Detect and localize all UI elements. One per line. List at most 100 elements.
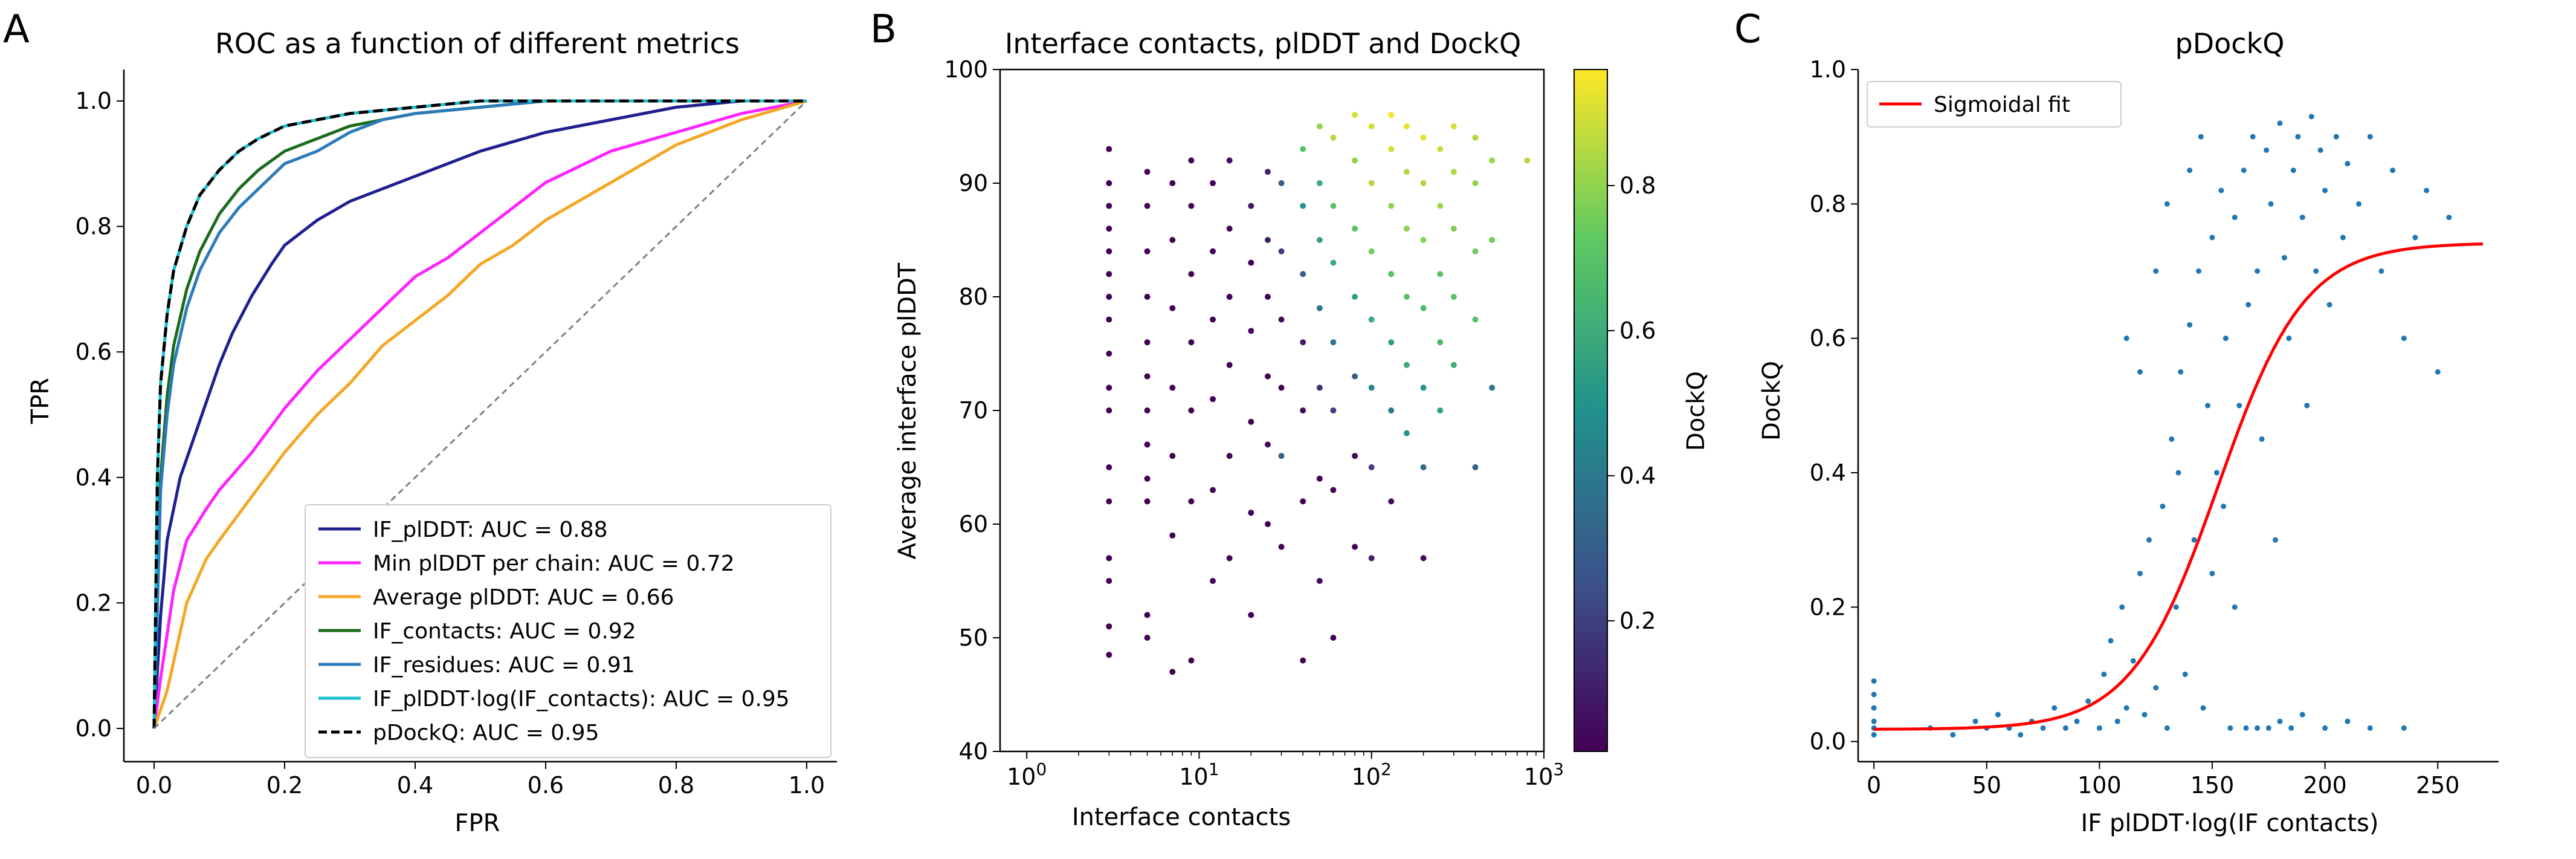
scatter-point	[1169, 305, 1176, 311]
x-tick-exponent: 0	[1036, 759, 1047, 779]
scatter-point	[2281, 254, 2287, 261]
scatter-point	[2096, 725, 2102, 731]
chart-title: Interface contacts, plDDT and DockQ	[1005, 27, 1521, 60]
scatter-point	[1450, 123, 1457, 129]
legend: IF_plDDT: AUC = 0.88 Min plDDT per chain:…	[305, 504, 831, 758]
y-tick-label: 0.0	[76, 715, 112, 742]
scatter-point	[2213, 470, 2219, 476]
scatter-point	[2322, 187, 2328, 193]
scatter-point	[2160, 504, 2166, 510]
y-axis-label: DockQ	[1758, 361, 1786, 441]
scatter-point	[2345, 718, 2351, 724]
scatter-point	[2255, 725, 2261, 731]
scatter-point	[1106, 498, 1112, 505]
scatter-point	[1144, 248, 1151, 254]
scatter-point	[1871, 718, 1877, 724]
x-tick-label: 101	[1179, 759, 1219, 790]
scatter-point	[1524, 157, 1531, 164]
scatter-point	[2340, 235, 2346, 241]
scatter-point	[2146, 537, 2152, 543]
colorbar-tick-label: 0.4	[1619, 462, 1656, 489]
scatter-point	[1188, 407, 1195, 413]
scatter-point	[1472, 464, 1479, 470]
scatter-point	[1420, 464, 1427, 470]
y-tick-label: 0.2	[1810, 594, 1846, 620]
scatter-point	[2236, 403, 2242, 409]
legend-entry: Sigmoidal fit	[1934, 92, 2070, 117]
scatter-point	[2137, 369, 2143, 375]
scatter-point	[1144, 407, 1151, 413]
x-axis-label: FPR	[455, 809, 500, 837]
scatter-point	[1368, 123, 1375, 129]
scatter-point	[2164, 201, 2170, 207]
scatter-point	[1188, 157, 1195, 164]
y-tick-label: 0.6	[1810, 325, 1846, 352]
x-tick-label: 250	[2416, 772, 2460, 799]
scatter-point	[1144, 169, 1151, 175]
scatter-point	[1316, 578, 1323, 584]
scatter-point	[2178, 369, 2184, 375]
x-tick-base: 10	[1352, 763, 1381, 790]
scatter-point	[1169, 453, 1176, 459]
chart-title: ROC as a function of different metrics	[215, 27, 740, 60]
x-tick-exponent: 3	[1553, 759, 1564, 779]
scatter-point	[1210, 396, 1216, 403]
scatter-point	[1210, 180, 1216, 186]
scatter-point	[2153, 685, 2159, 691]
legend-entry: IF_contacts: AUC = 0.92	[373, 619, 636, 644]
scatter-point	[2196, 268, 2202, 274]
scatter-point	[1330, 635, 1337, 641]
scatter-point	[1248, 259, 1254, 266]
scatter-point	[1226, 453, 1233, 459]
scatter-point	[1330, 203, 1337, 209]
scatter-point	[1144, 294, 1151, 300]
scatter-point	[2123, 335, 2129, 342]
scatter-point	[1264, 373, 1271, 380]
scatter-point	[2040, 725, 2046, 731]
scatter-point	[2313, 268, 2319, 274]
x-axis-label: Interface contacts	[1072, 803, 1291, 831]
scatter-point	[2130, 658, 2136, 664]
scatter-point	[1226, 361, 1233, 368]
scatter-point	[1352, 453, 1358, 459]
x-tick-label: 0	[1867, 772, 1881, 799]
scatter-point	[2119, 604, 2125, 610]
scatter-point	[1403, 294, 1410, 300]
sigmoidal-fit-line	[1874, 242, 2483, 731]
legend-entry: IF_plDDT·log(IF_contacts): AUC = 0.95	[373, 687, 790, 712]
scatter-point	[2265, 725, 2271, 731]
scatter-point	[1248, 510, 1254, 516]
scatter-point	[2333, 134, 2339, 140]
x-tick-label: 1.0	[789, 772, 825, 799]
scatter-point	[1437, 271, 1444, 277]
y-tick-label: 0.8	[1810, 190, 1846, 217]
scatter-point	[2209, 571, 2215, 577]
scatter-point	[2326, 302, 2332, 308]
scatter-point	[2401, 725, 2407, 731]
scatter-point	[1871, 732, 1877, 738]
panel-letter-a: A	[3, 7, 30, 52]
scatter-point	[1489, 157, 1496, 164]
scatter-point	[2191, 537, 2197, 543]
colorbar-tick-label: 0.8	[1619, 172, 1656, 199]
scatter-point	[1950, 732, 1956, 738]
y-tick-label: 100	[944, 56, 988, 83]
chart-title: pDockQ	[2175, 27, 2285, 60]
scatter-point	[2062, 725, 2068, 731]
scatter-point	[1420, 555, 1427, 562]
scatter-point	[1106, 652, 1112, 658]
scatter-point	[1248, 328, 1254, 334]
scatter-point	[1278, 316, 1285, 323]
scatter-point	[1300, 498, 1306, 505]
scatter-point	[1450, 169, 1457, 175]
scatter-point	[1106, 316, 1112, 323]
scatter-point	[1210, 487, 1216, 493]
panel-letter-c: C	[1734, 7, 1761, 52]
scatter-point	[1210, 578, 1216, 584]
scatter-point	[1264, 294, 1271, 300]
scatter-point	[1106, 225, 1112, 232]
scatter-point	[1226, 225, 1233, 232]
scatter-point	[2200, 705, 2206, 711]
scatter-point	[1144, 339, 1151, 346]
